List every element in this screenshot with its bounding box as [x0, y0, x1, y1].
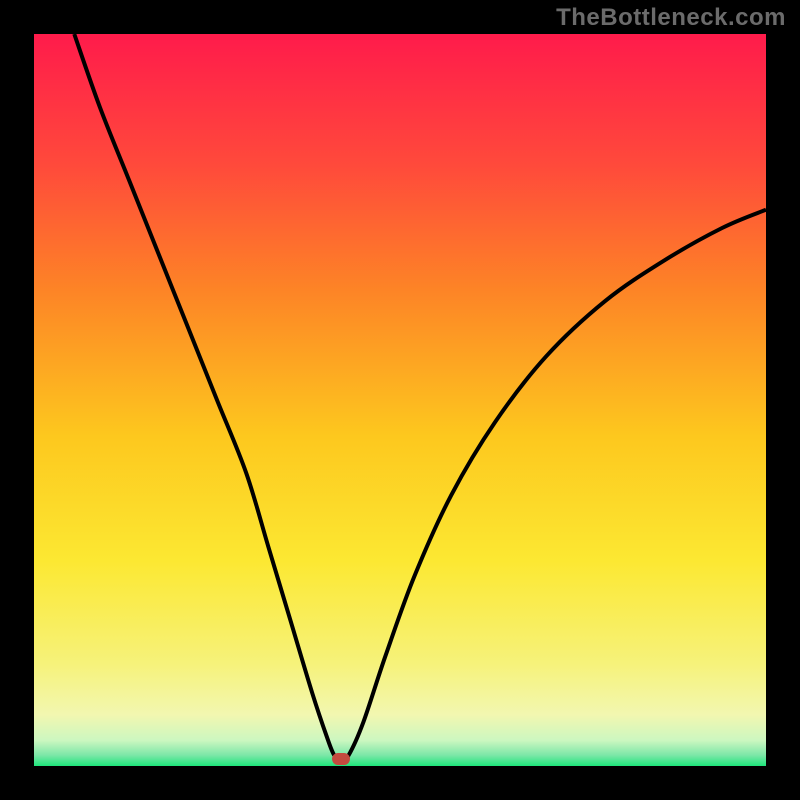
- watermark-text: TheBottleneck.com: [556, 4, 786, 32]
- plot-region: [34, 34, 766, 766]
- optimal-marker: [332, 753, 350, 765]
- chart-frame: TheBottleneck.com: [0, 0, 800, 800]
- bottleneck-curve: [34, 34, 766, 766]
